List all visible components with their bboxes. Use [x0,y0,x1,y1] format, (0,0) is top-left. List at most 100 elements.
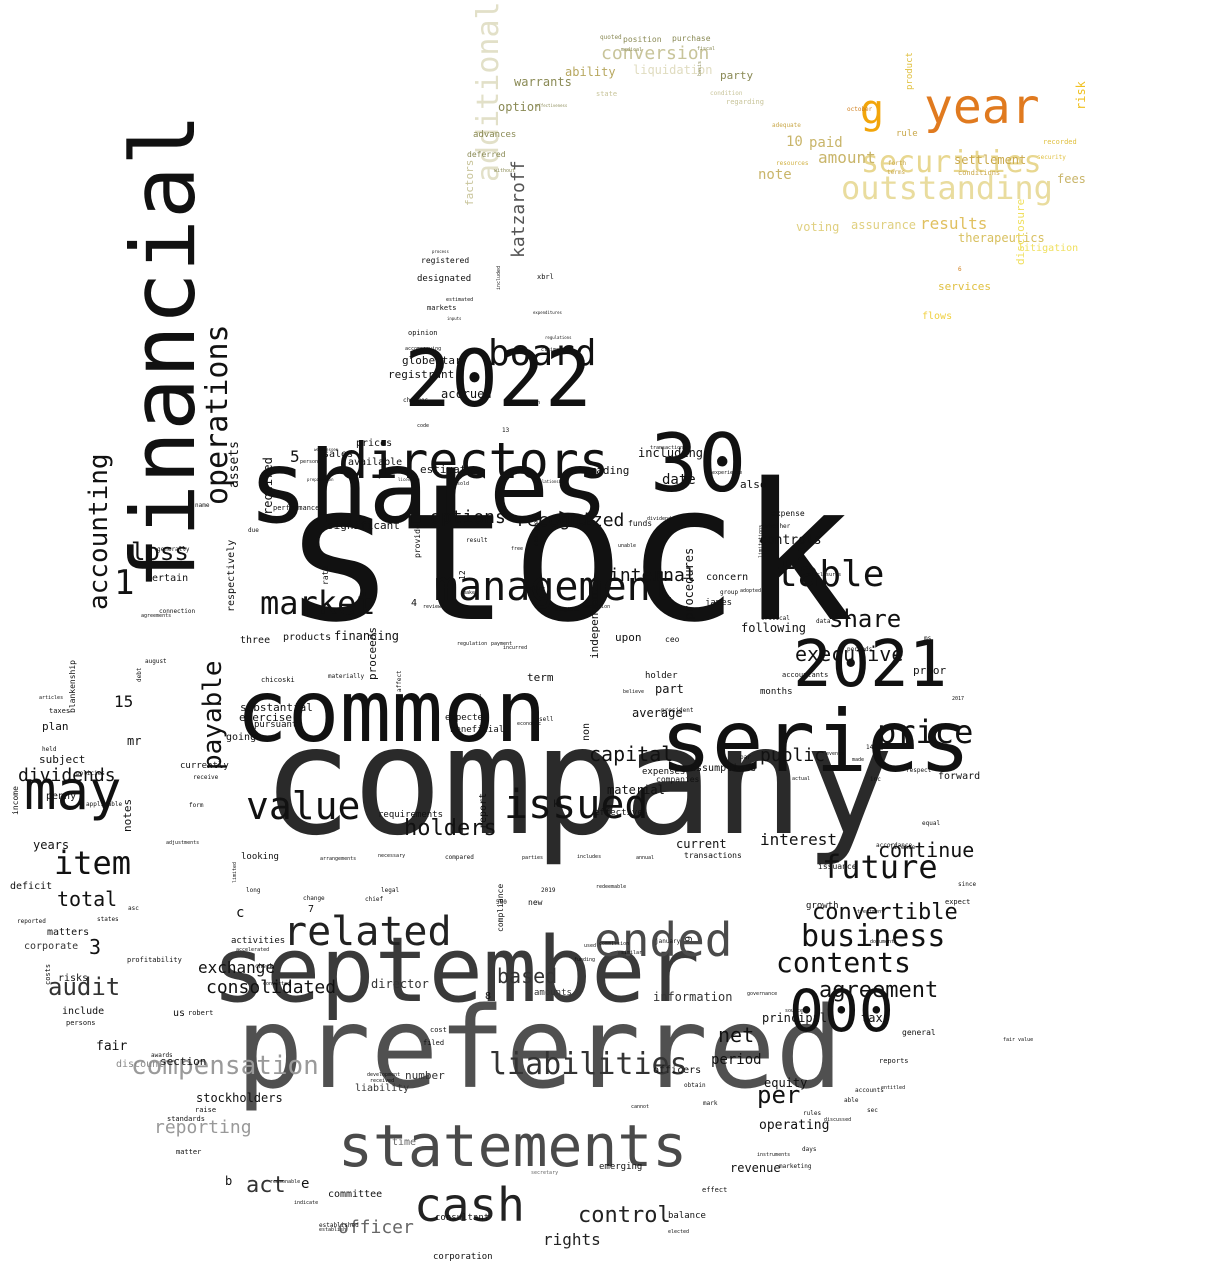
cloud-word: consolidated [206,977,337,999]
cloud-word: results [920,213,988,233]
cloud-word: sold [457,480,470,487]
cloud-word: related [283,909,452,956]
cloud-word: discussed [824,1116,852,1123]
cloud-word: expenses [642,766,686,777]
cloud-word: accounts [855,1087,884,1095]
cloud-word: control [578,1202,671,1228]
cloud-word: business [801,919,946,955]
cloud-word: internal [609,565,696,587]
cloud-word: e [301,1175,310,1192]
cloud-word: since [958,881,977,889]
cloud-word: january [655,938,681,946]
cloud-word: james [705,597,733,608]
cloud-word: economic [517,720,542,727]
cloud-word: policies [76,770,105,778]
cloud-word: c [236,904,245,921]
cloud-word: materially [328,673,365,681]
cloud-word: risk [1074,81,1088,110]
cloud-word: deferred [467,150,506,160]
cloud-word: cannot [631,1103,650,1110]
cloud-word: fees [1057,172,1086,187]
cloud-word: governance [747,990,778,997]
cloud-word: evaluation [510,399,541,406]
cloud-word: registrant [388,367,455,381]
cloud-word: share [829,605,902,634]
cloud-word: plan [42,719,69,733]
cloud-word: part [655,682,684,697]
cloud-word: performance [273,504,320,513]
cloud-word: 2022 [404,335,592,426]
cloud-word: consultant [435,1212,490,1223]
cloud-word: katzaroff [508,160,529,258]
cloud-word: name [195,502,210,510]
cloud-word: 13 [502,427,510,435]
cloud-word: used [584,942,597,949]
cloud-word: parties [522,854,544,861]
cloud-word: chief [365,896,384,904]
cloud-word: public [760,745,826,767]
cloud-word: data [816,618,831,626]
cloud-word: establish [319,1226,347,1233]
cloud-word: holder [645,670,678,681]
cloud-word: sec [867,1107,878,1115]
cloud-word: designated [417,273,472,284]
cloud-word: recorded [1043,138,1077,147]
cloud-word: asc [128,905,139,913]
cloud-word: sources [785,1007,807,1014]
cloud-word: reports [879,1057,909,1066]
cloud-word: days [802,1146,817,1154]
cloud-word: license [890,844,916,852]
cloud-word: looking [241,851,279,862]
cloud-word: debt [136,667,143,682]
cloud-word: process [432,248,449,254]
cloud-word: position [623,35,662,45]
cloud-word: matter [176,1148,202,1157]
cloud-word: check [255,963,274,971]
cloud-word: conditions [958,169,1001,178]
cloud-word: number [405,1068,445,1082]
cloud-word: agreements [141,612,172,619]
cloud-word: transactions [684,851,742,861]
cloud-word: 8 [485,990,492,1002]
cloud-word: conversion [601,43,710,65]
cloud-word: compliance [496,883,505,932]
cloud-word: 5 [290,446,300,466]
cloud-word: also [740,477,767,491]
cloud-word: mark [703,1100,718,1108]
cloud-word: critical [761,615,790,623]
cloud-word: party [720,68,754,82]
cloud-word: future [822,847,938,886]
cloud-word: management [434,564,675,611]
cloud-word: services [938,279,991,293]
cloud-word: proceeds [366,627,379,680]
cloud-word: taxes [49,707,71,716]
cloud-word: transaction [650,444,684,451]
cloud-word: ms [924,635,932,643]
cloud-word: fair [96,1039,128,1055]
cloud-word: entitled [881,1084,906,1091]
cloud-word: issued [504,782,649,829]
cloud-word: discount [116,1058,165,1070]
cloud-word: income [11,786,20,815]
cloud-word: operating [759,1118,830,1134]
cloud-word: assurance [851,218,917,233]
cloud-word: exception [583,603,611,610]
cloud-word: review [423,603,442,610]
cloud-word: established [319,1222,359,1230]
cloud-word: net [718,1022,755,1047]
cloud-word: compared [445,854,474,862]
cloud-word: held [42,746,57,754]
cloud-word: certain [146,572,189,584]
cloud-word: relationships [537,478,569,484]
cloud-word: ended [594,913,733,968]
cloud-word: act [246,1172,286,1198]
cloud-word: regarding [726,98,764,107]
cloud-word: average [632,706,683,721]
cloud-word: claims [541,346,560,353]
cloud-word: 6 [958,266,962,274]
cloud-word: available [348,456,403,468]
cloud-word: events [826,750,845,757]
cloud-word: 14 [866,744,874,752]
cloud-word: security [1037,154,1066,162]
cloud-word: interest [760,829,838,849]
